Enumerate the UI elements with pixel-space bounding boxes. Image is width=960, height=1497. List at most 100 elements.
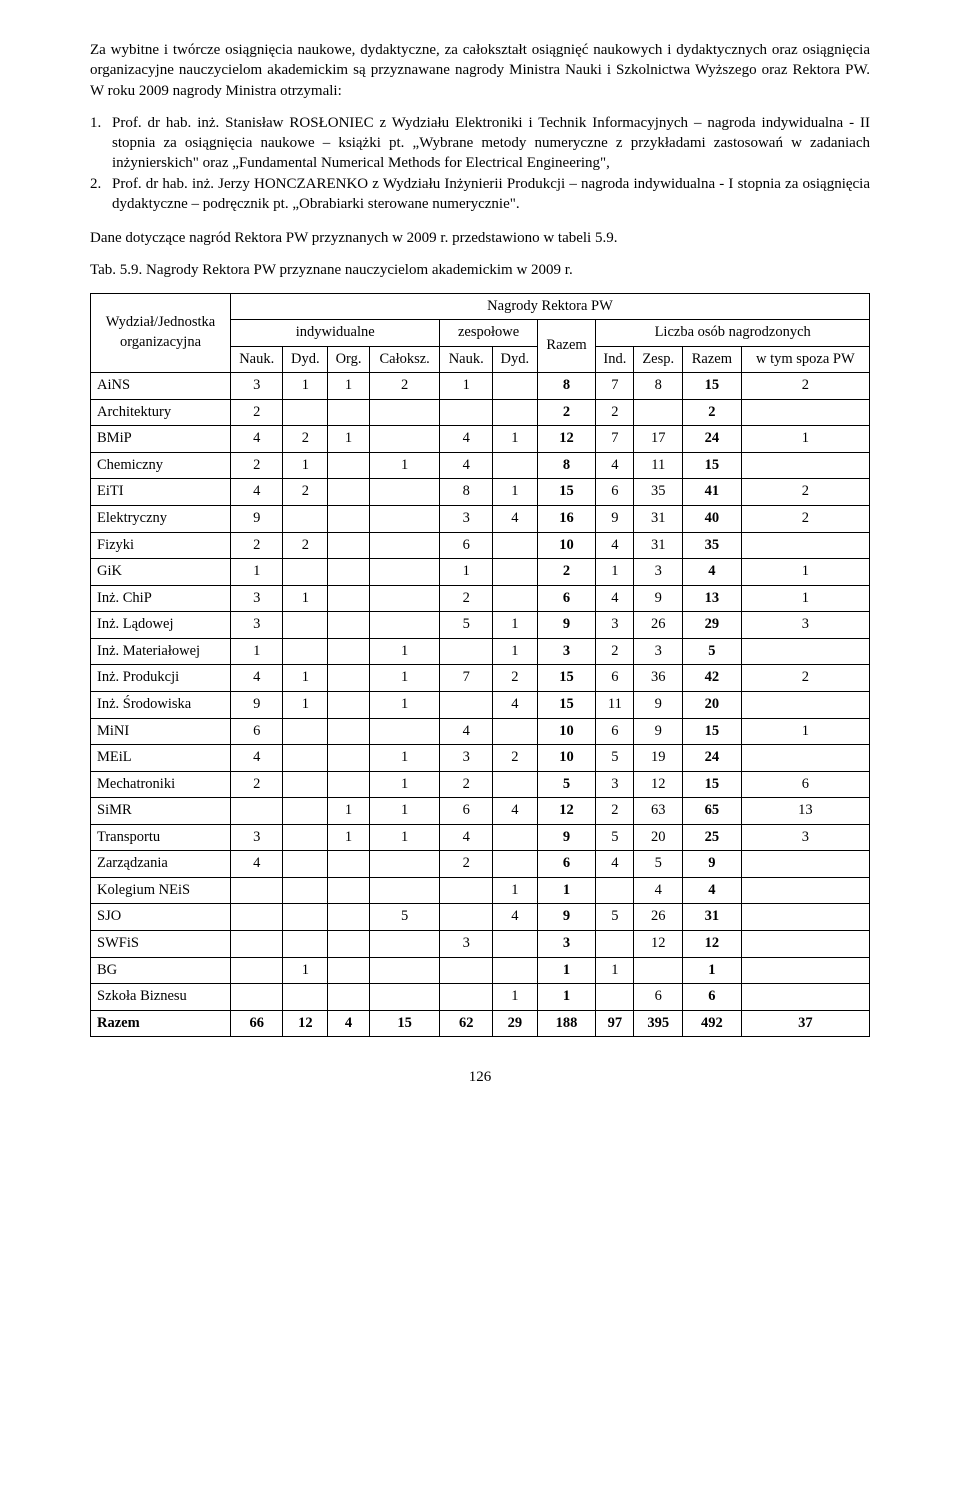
table-cell: 19 (634, 745, 683, 772)
table-cell (231, 798, 283, 825)
table-cell (440, 877, 492, 904)
row-label: EiTI (91, 479, 231, 506)
row-label: Kolegium NEiS (91, 877, 231, 904)
table-cell: 8 (537, 452, 596, 479)
page-number: 126 (90, 1067, 870, 1087)
row-label: SiMR (91, 798, 231, 825)
table-cell: 20 (634, 824, 683, 851)
table-cell: 4 (492, 506, 537, 533)
table-cell (492, 771, 537, 798)
row-label: SWFiS (91, 931, 231, 958)
table-caption: Tab. 5.9. Nagrody Rektora PW przyznane n… (90, 260, 870, 280)
col-subheader: Nauk. (440, 346, 492, 373)
table-cell: 3 (231, 824, 283, 851)
table-cell (741, 957, 869, 984)
table-cell: 9 (231, 506, 283, 533)
table-cell: 2 (741, 506, 869, 533)
list-item: 1. Prof. dr hab. inż. Stanisław ROSŁONIE… (90, 113, 870, 174)
table-cell: 4 (492, 691, 537, 718)
awards-list: 1. Prof. dr hab. inż. Stanisław ROSŁONIE… (90, 113, 870, 214)
row-label: MEiL (91, 745, 231, 772)
table-cell (283, 559, 328, 586)
table-cell (741, 851, 869, 878)
table-cell (283, 399, 328, 426)
table-cell (492, 824, 537, 851)
table-cell: 4 (596, 452, 634, 479)
table-cell: 35 (683, 532, 742, 559)
table-cell: 37 (741, 1010, 869, 1037)
row-label: MiNI (91, 718, 231, 745)
table-cell (231, 984, 283, 1011)
table-cell (328, 691, 370, 718)
table-cell: 15 (369, 1010, 440, 1037)
table-cell (283, 506, 328, 533)
table-cell: 10 (537, 745, 596, 772)
table-cell: 5 (537, 771, 596, 798)
table-cell: 10 (537, 718, 596, 745)
table-row: BMiP4214112717241 (91, 426, 870, 453)
table-cell: 1 (492, 479, 537, 506)
table-cell: 6 (596, 479, 634, 506)
table-cell (634, 399, 683, 426)
table-cell (369, 532, 440, 559)
table-cell (328, 665, 370, 692)
table-cell: 2 (741, 665, 869, 692)
table-cell: 15 (537, 691, 596, 718)
table-cell: 6 (683, 984, 742, 1011)
table-cell (328, 745, 370, 772)
table-cell: 4 (634, 877, 683, 904)
table-cell: 4 (683, 877, 742, 904)
table-cell: 26 (634, 904, 683, 931)
table-cell: 8 (537, 373, 596, 400)
table-cell (231, 904, 283, 931)
table-cell: 13 (683, 585, 742, 612)
table-cell: 2 (492, 665, 537, 692)
table-cell (283, 824, 328, 851)
table-cell: 5 (440, 612, 492, 639)
table-cell (492, 851, 537, 878)
table-cell (283, 851, 328, 878)
table-cell: 26 (634, 612, 683, 639)
table-cell: 2 (231, 771, 283, 798)
list-text: Prof. dr hab. inż. Jerzy HONCZARENKO z W… (112, 174, 870, 215)
table-cell: 9 (231, 691, 283, 718)
table-cell (328, 506, 370, 533)
col-subheader: Razem (683, 346, 742, 373)
table-cell: 4 (231, 851, 283, 878)
table-cell (328, 931, 370, 958)
table-cell: 3 (537, 931, 596, 958)
table-cell (492, 399, 537, 426)
table-cell: 1 (369, 745, 440, 772)
table-cell: 2 (231, 452, 283, 479)
table-row: EiTI428115635412 (91, 479, 870, 506)
table-cell (741, 399, 869, 426)
table-cell (440, 691, 492, 718)
row-label: BG (91, 957, 231, 984)
table-row: BG1111 (91, 957, 870, 984)
col-header-individual: indywidualne (231, 320, 440, 347)
table-cell (741, 452, 869, 479)
table-cell: 9 (634, 691, 683, 718)
table-cell: 25 (683, 824, 742, 851)
col-header-top: Nagrody Rektora PW (231, 293, 870, 320)
table-cell: 4 (231, 665, 283, 692)
table-cell: 5 (596, 904, 634, 931)
table-cell: 1 (283, 452, 328, 479)
table-cell: 24 (683, 745, 742, 772)
table-cell: 3 (231, 585, 283, 612)
table-row: Fizyki2261043135 (91, 532, 870, 559)
table-row: Szkoła Biznesu1166 (91, 984, 870, 1011)
table-cell (328, 585, 370, 612)
table-cell: 2 (537, 399, 596, 426)
table-cell (492, 957, 537, 984)
table-cell: 3 (596, 612, 634, 639)
table-cell (492, 373, 537, 400)
table-row: SJO54952631 (91, 904, 870, 931)
table-cell (369, 957, 440, 984)
table-cell: 15 (683, 771, 742, 798)
table-cell: 3 (596, 771, 634, 798)
table-cell: 1 (369, 691, 440, 718)
list-text: Prof. dr hab. inż. Stanisław ROSŁONIEC z… (112, 113, 870, 174)
table-cell: 2 (440, 771, 492, 798)
table-cell (328, 904, 370, 931)
